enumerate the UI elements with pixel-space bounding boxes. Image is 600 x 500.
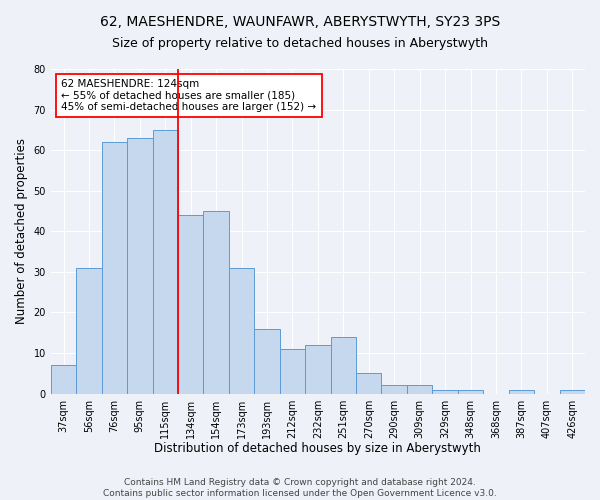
Bar bbox=[407, 386, 433, 394]
Bar bbox=[382, 386, 407, 394]
Y-axis label: Number of detached properties: Number of detached properties bbox=[15, 138, 28, 324]
Bar bbox=[509, 390, 534, 394]
Text: 62, MAESHENDRE, WAUNFAWR, ABERYSTWYTH, SY23 3PS: 62, MAESHENDRE, WAUNFAWR, ABERYSTWYTH, S… bbox=[100, 15, 500, 29]
Bar bbox=[356, 374, 382, 394]
Bar bbox=[203, 211, 229, 394]
Bar bbox=[229, 268, 254, 394]
X-axis label: Distribution of detached houses by size in Aberystwyth: Distribution of detached houses by size … bbox=[154, 442, 481, 455]
Bar bbox=[458, 390, 483, 394]
Bar bbox=[305, 345, 331, 394]
Bar bbox=[433, 390, 458, 394]
Bar bbox=[127, 138, 152, 394]
Bar bbox=[76, 268, 101, 394]
Bar bbox=[152, 130, 178, 394]
Bar bbox=[51, 365, 76, 394]
Bar bbox=[254, 328, 280, 394]
Bar bbox=[560, 390, 585, 394]
Bar bbox=[331, 337, 356, 394]
Bar bbox=[101, 142, 127, 394]
Text: 62 MAESHENDRE: 124sqm
← 55% of detached houses are smaller (185)
45% of semi-det: 62 MAESHENDRE: 124sqm ← 55% of detached … bbox=[61, 78, 317, 112]
Text: Size of property relative to detached houses in Aberystwyth: Size of property relative to detached ho… bbox=[112, 38, 488, 51]
Bar bbox=[178, 215, 203, 394]
Text: Contains HM Land Registry data © Crown copyright and database right 2024.
Contai: Contains HM Land Registry data © Crown c… bbox=[103, 478, 497, 498]
Bar bbox=[280, 349, 305, 394]
